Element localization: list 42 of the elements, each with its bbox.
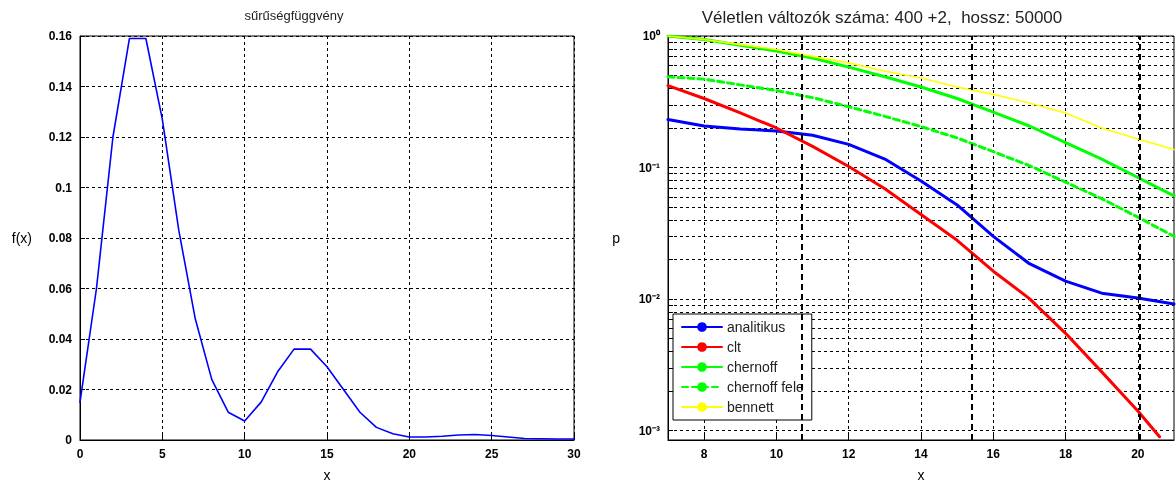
x-tick-label: 10 <box>769 447 784 461</box>
x-tick-label: 20 <box>402 447 417 461</box>
x-tick-label: 15 <box>320 447 334 461</box>
x-axis-title: x <box>917 467 925 483</box>
y-tick-label: 0.14 <box>48 79 73 94</box>
legend-label: bennett <box>727 399 774 415</box>
legend-label: analitikus <box>727 319 786 335</box>
line-series <box>666 75 1176 238</box>
x-tick-label: 16 <box>986 447 1001 461</box>
y-tick-label: 0.02 <box>48 382 73 397</box>
x-tick-label: 0 <box>76 447 84 461</box>
y-tick-label: 10⁻¹ <box>638 160 660 175</box>
y-tick-label: 0.1 <box>55 180 73 195</box>
x-tick-label: 30 <box>567 447 581 461</box>
x-tick-label: 14 <box>914 447 928 461</box>
x-tick-label: 20 <box>1131 447 1145 461</box>
y-tick-label: 0.12 <box>48 130 73 144</box>
x-tick-label: 18 <box>1058 447 1073 461</box>
y-tick-label: 0.08 <box>48 231 73 245</box>
y-axis-title: f(x) <box>11 230 32 246</box>
line-series <box>666 117 1176 306</box>
line-series <box>666 84 1162 439</box>
chart-title: Véletlen változók száma: 400 +2, hossz: 50000 <box>701 8 1063 27</box>
y-tick-label: 0.06 <box>48 281 73 296</box>
y-tick-label: 0.16 <box>48 29 73 43</box>
x-axis-title: x <box>323 467 331 483</box>
y-axis-title: p <box>612 230 621 246</box>
x-tick-label: 8 <box>700 447 708 461</box>
x-tick-label: 10 <box>237 447 252 461</box>
chart-title: sűrűségfüggvény <box>244 8 344 23</box>
x-tick-label: 5 <box>158 447 166 461</box>
x-tick-label: 25 <box>484 447 499 461</box>
line-series <box>79 37 575 440</box>
y-tick-label: 0 <box>65 433 73 447</box>
legend-label: clt <box>727 339 742 355</box>
y-tick-label: 0.04 <box>48 332 73 346</box>
y-tick-label: 10⁻² <box>638 292 660 307</box>
y-tick-label: 10⁻³ <box>638 423 660 438</box>
line-series <box>667 35 1175 151</box>
y-tick-label: 10⁰ <box>642 29 661 43</box>
x-tick-label: 12 <box>842 447 856 461</box>
legend-label: chernoff <box>727 359 778 375</box>
